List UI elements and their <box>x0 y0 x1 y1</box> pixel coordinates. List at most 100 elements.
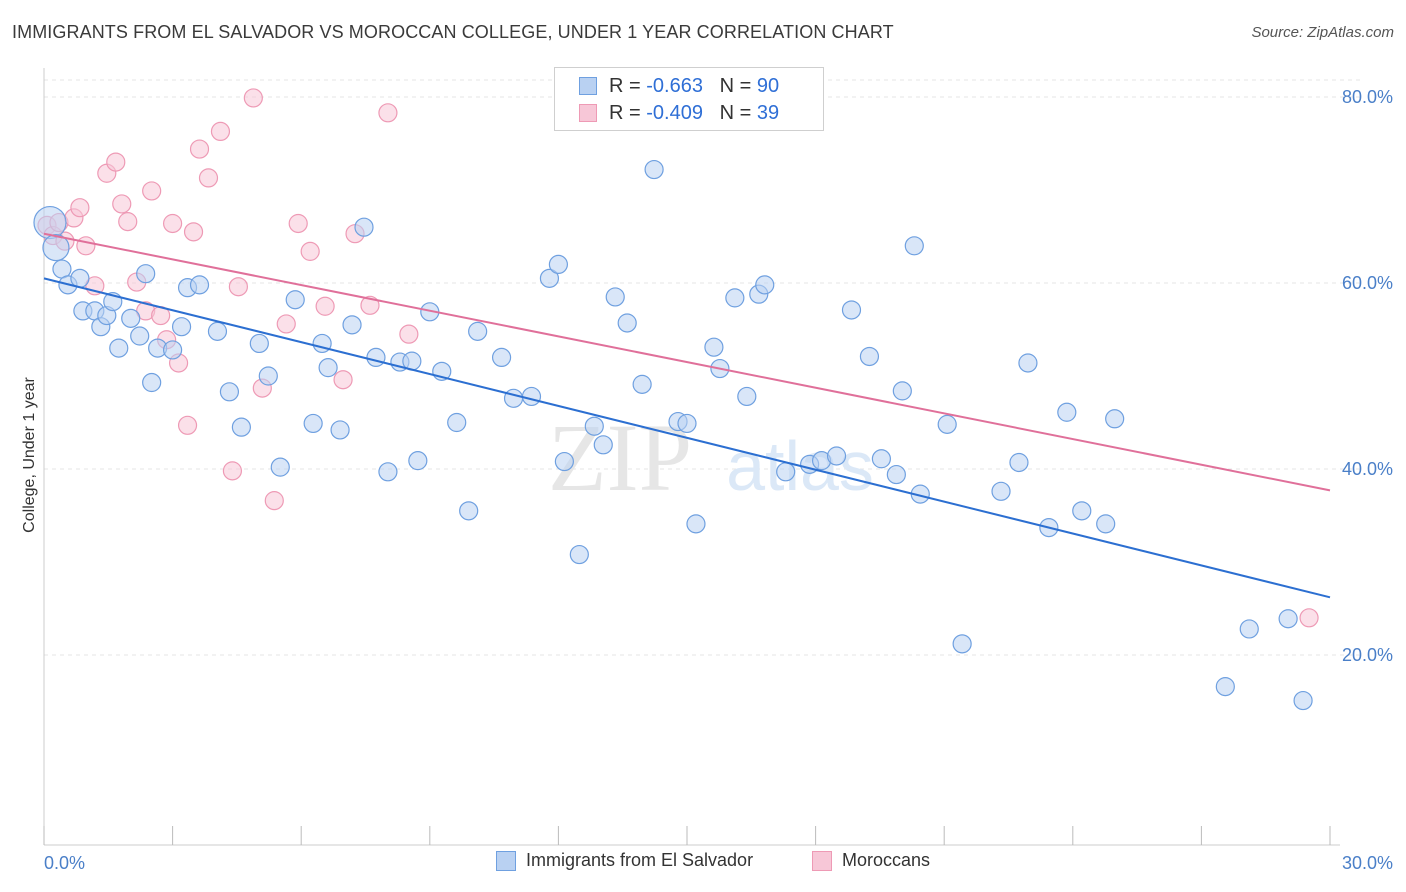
data-point <box>737 386 757 407</box>
data-point <box>841 300 862 320</box>
data-point <box>593 435 613 455</box>
data-point <box>1239 619 1259 639</box>
data-point <box>198 168 219 188</box>
data-point <box>70 198 90 218</box>
legend-n-value: 39 <box>756 101 780 124</box>
data-point <box>1096 514 1116 534</box>
legend-n-label: N = <box>719 101 752 124</box>
legend-n-value: 90 <box>756 74 780 97</box>
legend-row-el-salvador: R = -0.663 N = 90 <box>579 74 779 98</box>
bottom-legend-moroccans: Moroccans <box>812 850 930 871</box>
data-point <box>142 372 162 393</box>
data-point <box>163 340 183 360</box>
tick-labels: 20.0% 40.0% 60.0% 80.0% 0.0% 30.0% College, Un… <box>21 87 1393 873</box>
data-point <box>112 194 132 214</box>
data-point <box>285 290 305 310</box>
data-point <box>1278 609 1298 629</box>
bottom-legend-swatch-pink <box>812 850 832 871</box>
y-tick-label: 80.0% <box>1342 87 1393 107</box>
data-point <box>776 462 796 482</box>
data-point <box>189 275 210 295</box>
data-point <box>886 464 906 485</box>
stats-legend: R = -0.663 N = 90 R = -0.409 N = 39 <box>554 67 824 131</box>
data-point <box>632 374 652 394</box>
data-point <box>76 236 96 256</box>
data-point <box>142 181 162 201</box>
data-point <box>399 324 419 344</box>
data-point <box>136 264 156 284</box>
legend-r-label: R = <box>609 74 641 97</box>
data-point <box>258 366 278 386</box>
data-point <box>106 152 126 172</box>
data-point <box>264 491 284 511</box>
data-point <box>219 382 240 402</box>
data-point <box>231 417 251 437</box>
data-point <box>243 88 263 108</box>
data-point <box>207 321 228 341</box>
data-point <box>109 338 129 358</box>
data-point <box>276 314 296 334</box>
data-point <box>644 159 664 180</box>
data-point <box>342 315 362 335</box>
data-point <box>937 414 957 434</box>
data-point <box>1009 452 1029 473</box>
el-salvador-points <box>33 159 1313 711</box>
data-point <box>1299 608 1319 628</box>
data-point <box>288 213 308 234</box>
trend-line <box>43 277 1331 599</box>
data-point <box>447 412 467 433</box>
data-point <box>303 413 323 434</box>
data-point <box>548 254 569 274</box>
trend-line <box>43 232 1331 492</box>
data-point <box>491 347 512 367</box>
data-point <box>459 501 479 521</box>
data-point <box>1072 501 1092 521</box>
data-point <box>605 287 625 307</box>
data-point <box>189 139 210 159</box>
data-point <box>130 326 150 346</box>
data-point <box>826 446 847 466</box>
data-point <box>183 222 204 242</box>
data-point <box>249 333 269 354</box>
data-point <box>300 241 320 261</box>
data-point <box>33 205 67 240</box>
data-point <box>378 462 398 482</box>
data-point <box>171 317 192 337</box>
bottom-legend-label: Moroccans <box>842 850 931 870</box>
legend-n-label: N = <box>719 74 752 97</box>
data-point <box>569 544 589 565</box>
data-point <box>686 514 706 534</box>
legend-r-value: -0.663 <box>646 74 703 97</box>
data-point <box>408 451 428 471</box>
data-point <box>704 337 724 357</box>
data-point <box>378 103 398 123</box>
data-point <box>892 381 912 401</box>
data-point <box>210 121 231 142</box>
data-point <box>318 358 338 378</box>
y-tick-label: 40.0% <box>1342 459 1393 479</box>
data-point <box>991 481 1011 501</box>
data-point <box>121 308 141 328</box>
y-tick-label: 60.0% <box>1342 273 1393 293</box>
data-point <box>952 634 972 654</box>
data-point <box>521 386 542 407</box>
legend-r-value: -0.409 <box>646 101 703 124</box>
data-point <box>42 234 70 262</box>
data-point <box>1057 402 1077 422</box>
data-point <box>859 346 880 367</box>
data-point <box>755 275 775 295</box>
data-point <box>70 268 90 288</box>
data-point <box>360 295 380 315</box>
data-point <box>1293 690 1313 711</box>
data-point <box>539 268 560 288</box>
data-point <box>871 449 891 469</box>
data-point <box>270 457 290 477</box>
data-point <box>584 416 604 436</box>
legend-swatch-blue <box>579 77 597 95</box>
data-point <box>366 347 386 367</box>
data-point <box>177 415 198 435</box>
data-point <box>503 388 524 408</box>
data-point <box>222 461 243 481</box>
data-point <box>163 213 183 234</box>
